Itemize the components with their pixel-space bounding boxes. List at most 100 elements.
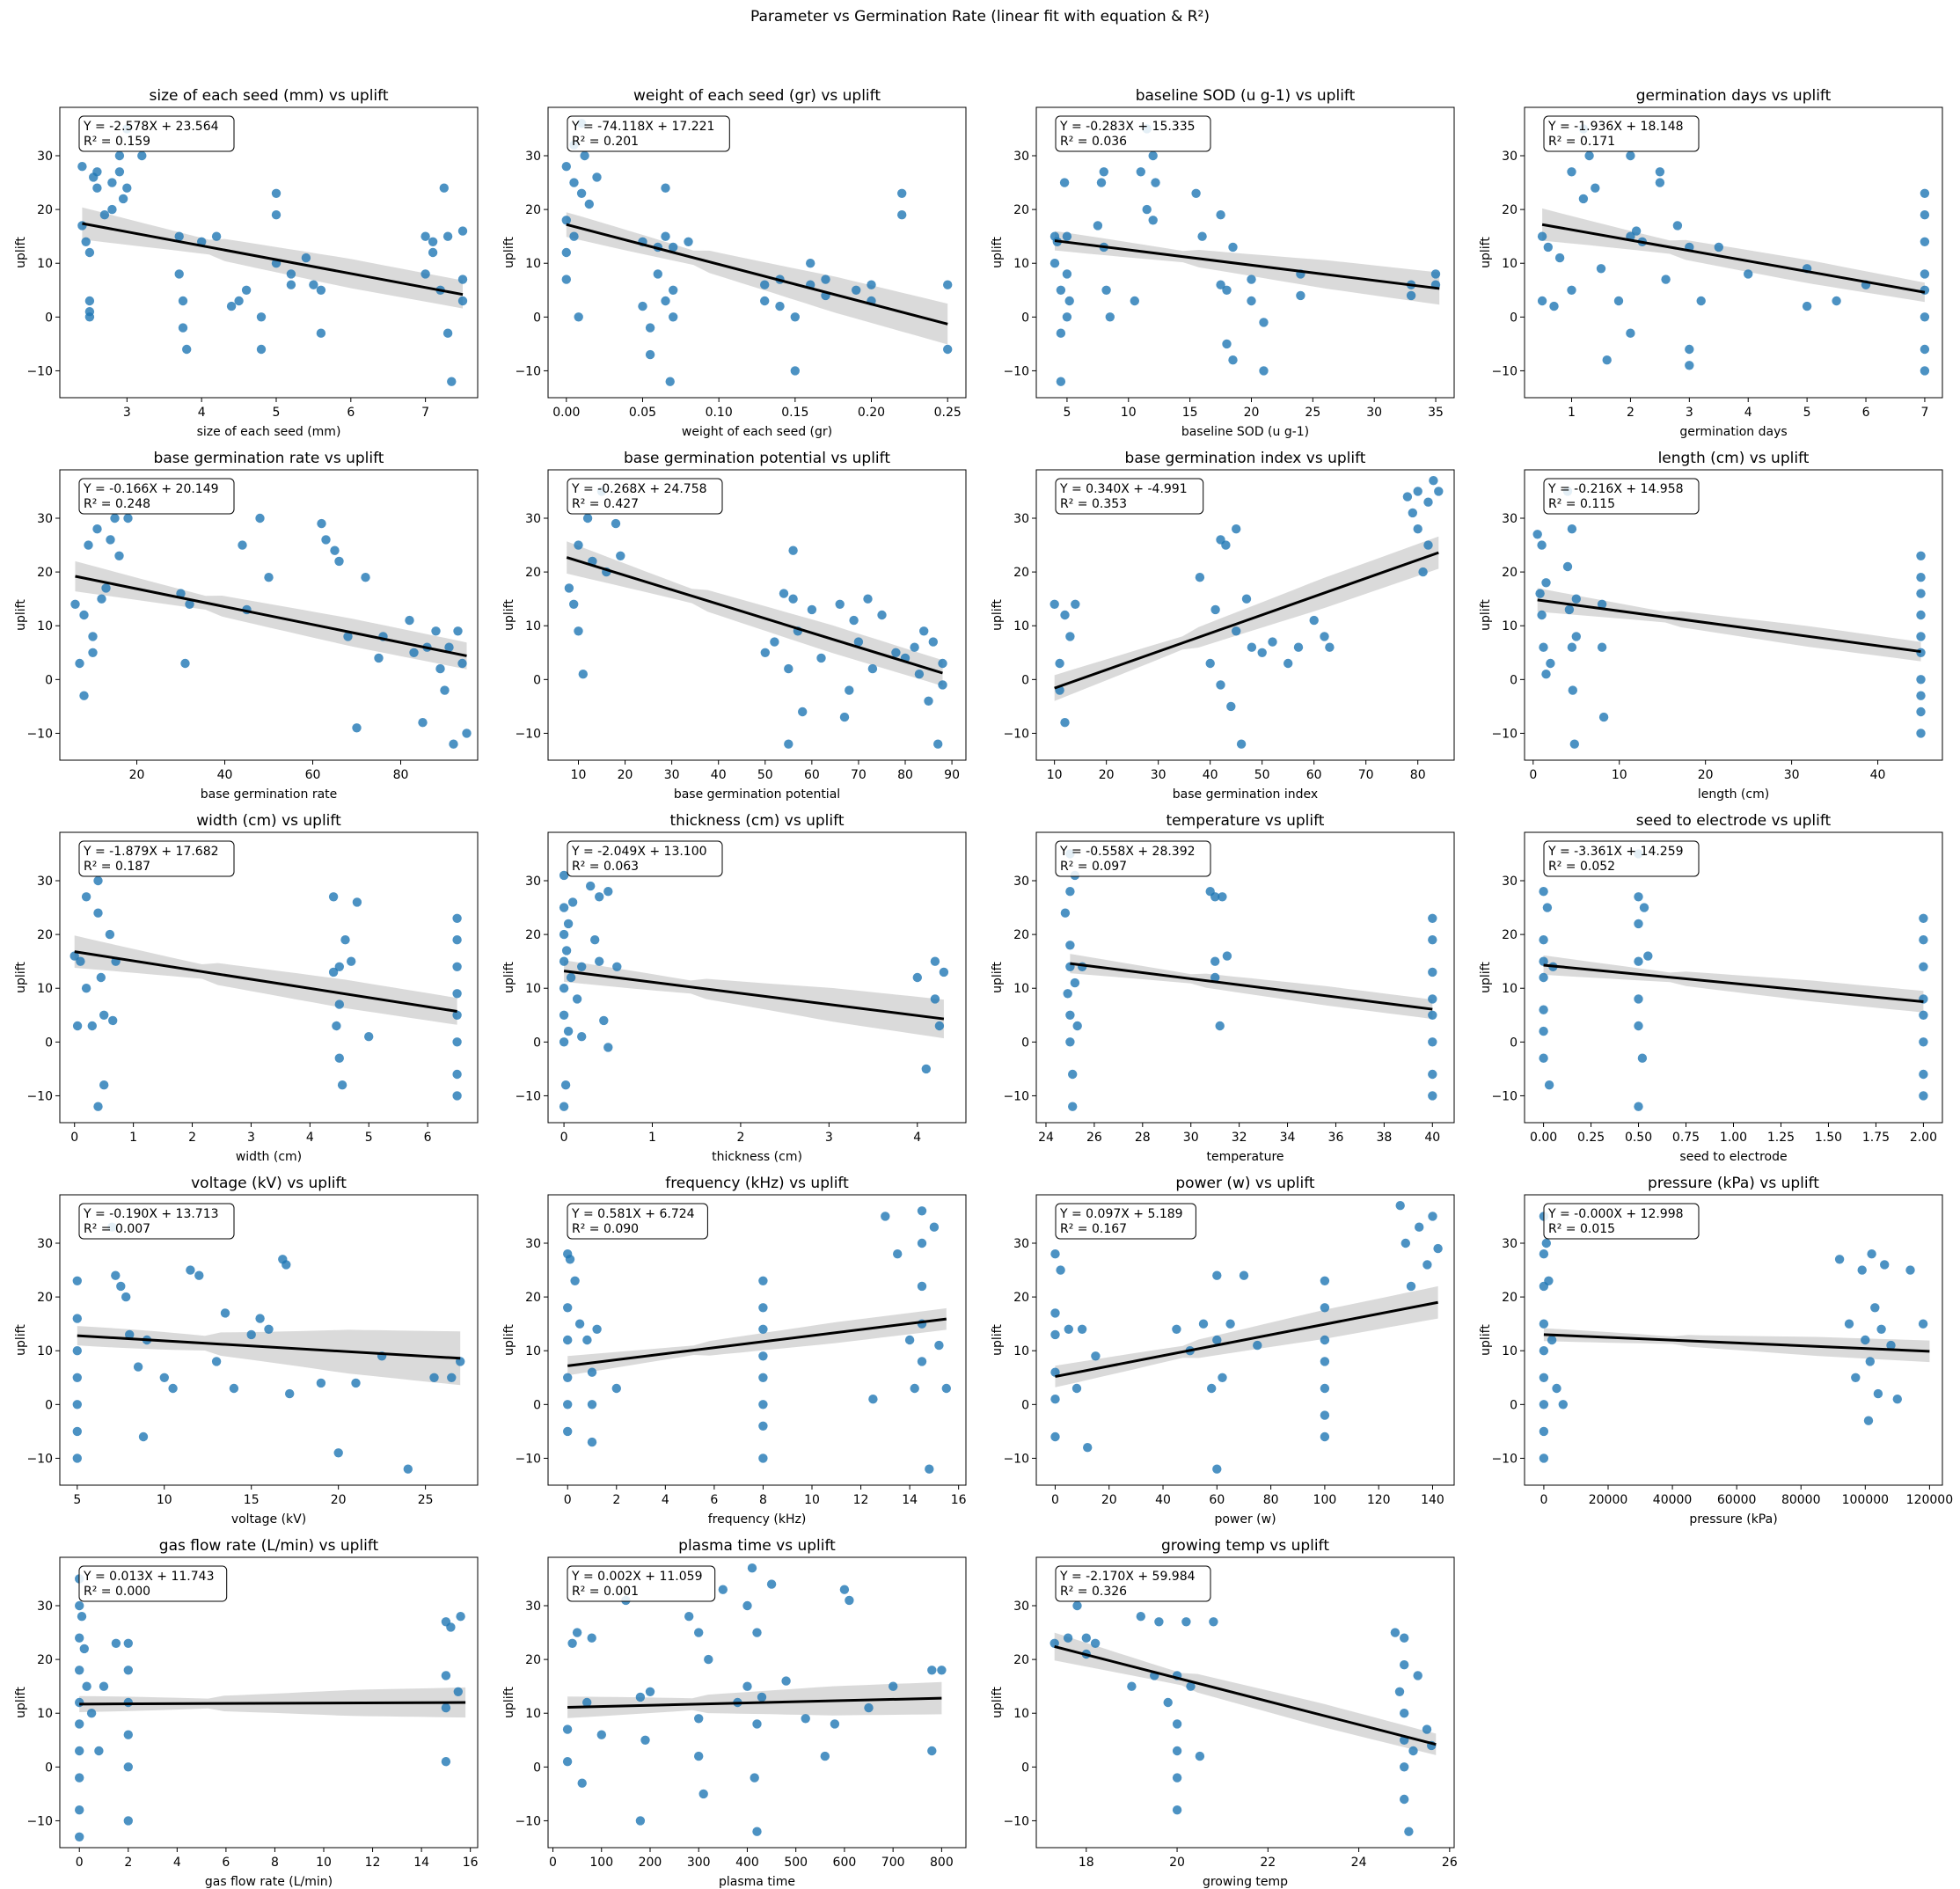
data-point — [75, 1697, 84, 1708]
data-point — [645, 1687, 655, 1697]
x-tick-label: 0 — [549, 1856, 557, 1870]
data-point — [110, 513, 120, 524]
x-tick-label: 34 — [1280, 1131, 1296, 1145]
data-point — [84, 312, 95, 322]
data-point — [1567, 167, 1576, 177]
x-tick-label: 24 — [1038, 1131, 1054, 1145]
scatter-panel: 5 10 15 20 25 −10 0 10 20 30 voltage (kV) vs uplif… — [14, 1175, 479, 1527]
fit-equation: Y = -74.118X + 17.221 — [571, 120, 714, 134]
data-point — [86, 1709, 97, 1718]
data-point — [1400, 1633, 1409, 1643]
x-axis-label: plasma time — [719, 1875, 795, 1889]
data-point — [77, 162, 87, 172]
fit-line — [567, 1696, 942, 1709]
data-point — [1539, 1453, 1549, 1463]
data-point — [867, 663, 878, 674]
x-tick-label: 2.00 — [1910, 1131, 1937, 1145]
axes-frame — [1035, 1194, 1455, 1486]
data-point — [405, 615, 414, 626]
y-tick-label: −10 — [1491, 727, 1518, 741]
y-tick-label: 0 — [45, 673, 53, 687]
equation-box — [567, 115, 730, 152]
data-point — [1919, 1069, 1928, 1080]
data-point — [788, 594, 798, 604]
data-point — [853, 637, 864, 647]
data-point — [72, 1453, 83, 1463]
data-point — [1537, 231, 1547, 241]
y-tick-label: −10 — [1003, 727, 1029, 741]
axes-frame — [547, 831, 967, 1124]
y-tick-label: 20 — [525, 203, 541, 217]
data-point — [1886, 1340, 1896, 1351]
data-point — [1920, 210, 1930, 220]
x-tick-label: 80000 — [1781, 1493, 1821, 1507]
data-point — [1634, 994, 1643, 1004]
scatter-panel: 0 2 4 6 8 10 12 14 16 −10 0 10 20 30 gas flow rate (L/… — [14, 1537, 479, 1889]
data-point — [784, 663, 794, 674]
data-point — [1236, 739, 1247, 749]
y-tick-label: 0 — [1021, 673, 1029, 687]
x-tick-label: 30 — [1366, 406, 1382, 420]
data-point — [1241, 594, 1252, 604]
x-tick-label: 4 — [306, 1131, 314, 1145]
data-point — [1643, 951, 1653, 961]
y-tick-label: 10 — [1013, 1344, 1029, 1358]
data-point — [1181, 1617, 1191, 1627]
x-tick-label: 7 — [421, 406, 429, 420]
x-tick-label: 0.50 — [1625, 1131, 1652, 1145]
x-tick-label: 20 — [331, 1493, 347, 1507]
data-point — [1212, 1270, 1222, 1280]
data-point — [1309, 615, 1319, 626]
data-point — [1851, 1373, 1861, 1383]
data-point — [1130, 296, 1140, 306]
x-tick-label: 5 — [273, 406, 281, 420]
y-tick-label: 20 — [1013, 1291, 1029, 1305]
y-tick-label: 30 — [37, 1600, 53, 1614]
r-squared: R² = 0.115 — [1548, 497, 1615, 511]
data-point — [770, 637, 779, 647]
data-point — [1422, 1260, 1432, 1270]
x-tick-label: 0 — [76, 1856, 84, 1870]
data-point — [561, 275, 571, 284]
data-point — [587, 1633, 596, 1643]
y-tick-label: 30 — [525, 1600, 541, 1614]
data-point — [351, 1378, 361, 1388]
data-point — [1549, 301, 1559, 311]
scatter-panel: 0 1 2 3 4 −10 0 10 20 30 thickness (cm) vs uplift t… — [502, 812, 967, 1164]
data-point — [1228, 355, 1238, 365]
data-point — [1172, 1324, 1181, 1335]
x-axis-label: germination days — [1679, 425, 1787, 439]
data-point — [286, 280, 296, 289]
data-point — [820, 1751, 830, 1761]
plot-area — [561, 119, 953, 386]
data-point — [123, 1666, 133, 1675]
x-tick-label: 4 — [662, 1493, 669, 1507]
figure-title: Parameter vs Germination Rate (linear fi… — [750, 8, 1210, 26]
panel-title: width (cm) vs uplift — [196, 812, 341, 830]
data-point — [286, 269, 296, 279]
x-tick-label: 0.00 — [1530, 1131, 1557, 1145]
fit-line — [1537, 598, 1921, 654]
data-point — [72, 1373, 83, 1383]
data-point — [937, 1666, 947, 1675]
x-tick-label: 1.50 — [1815, 1131, 1842, 1145]
data-point — [1400, 1794, 1409, 1805]
data-point — [1591, 183, 1600, 193]
scatter-panel: 0 20 40 60 80 100 120 140 −10 0 10 20 30 power (w) vs… — [991, 1175, 1455, 1527]
data-point — [282, 1260, 291, 1270]
data-point — [431, 626, 441, 636]
x-tick-label: 38 — [1376, 1131, 1392, 1145]
data-point — [1539, 972, 1548, 983]
data-point — [1232, 524, 1241, 534]
data-point — [271, 188, 282, 198]
y-axis-label: uplift — [502, 237, 516, 268]
y-tick-label: 10 — [1013, 619, 1029, 633]
data-point — [159, 1373, 169, 1383]
data-point — [919, 626, 929, 636]
data-point — [1172, 1773, 1182, 1783]
data-point — [927, 1666, 937, 1675]
r-squared: R² = 0.015 — [1548, 1222, 1615, 1236]
data-point — [938, 658, 947, 669]
x-tick-label: 1.25 — [1767, 1131, 1795, 1145]
x-tick-label: 50 — [757, 768, 773, 782]
